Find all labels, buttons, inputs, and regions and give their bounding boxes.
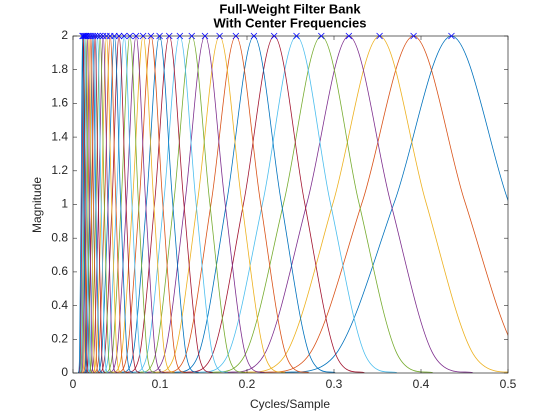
filter-curve <box>91 36 122 373</box>
y-tick-label: 1.2 <box>51 163 68 177</box>
center-frequency-marker <box>410 32 417 40</box>
filter-curve <box>138 36 246 373</box>
filter-curve <box>111 36 176 373</box>
chart-title: Full-Weight Filter Bank <box>219 1 361 16</box>
center-frequency-marker <box>448 32 455 40</box>
center-frequency-marker <box>132 32 140 40</box>
chart-subtitle: With Center Frequencies <box>213 15 366 30</box>
filter-curve <box>81 36 97 373</box>
filter-curve <box>120 36 199 373</box>
filter-curve <box>281 36 508 373</box>
y-tick-label: 0.4 <box>51 298 68 312</box>
y-axis-label: Magnitude <box>30 177 44 233</box>
y-tick-label: 0.6 <box>51 264 68 278</box>
filter-curve <box>80 36 95 373</box>
center-frequency-marker <box>80 32 87 40</box>
center-frequency-marker <box>139 32 147 40</box>
x-tick-label: 0 <box>70 377 77 391</box>
x-tick-label: 0.2 <box>239 377 256 391</box>
center-frequency-marker <box>120 32 128 40</box>
filter-curve <box>183 36 365 373</box>
filter-curve <box>195 36 398 373</box>
y-tick-label: 0.8 <box>51 230 68 244</box>
center-frequency-marker <box>147 32 155 40</box>
filter-curve <box>115 36 187 373</box>
filter-curve <box>103 36 156 373</box>
x-tick-label: 0.4 <box>413 377 430 391</box>
center-frequency-marker <box>270 32 278 40</box>
filter-curve <box>95 36 134 373</box>
center-frequency-marker <box>126 32 134 40</box>
center-frequency-marker <box>188 32 196 40</box>
filter-curve <box>97 36 141 373</box>
x-tick-label: 0.5 <box>500 377 517 391</box>
filter-curve <box>125 36 213 373</box>
filter-curve <box>93 36 128 373</box>
filter-curve <box>83 36 103 373</box>
filter-curve <box>79 36 91 373</box>
center-frequency-marker <box>87 32 95 40</box>
center-frequency-marker <box>103 32 110 40</box>
filter-curve <box>77 36 88 373</box>
y-tick-label: 1.4 <box>51 129 68 143</box>
center-frequency-marker <box>156 32 163 40</box>
filter-curve <box>241 36 508 373</box>
y-tick-label: 1 <box>61 197 68 211</box>
center-frequency-marker <box>165 32 173 40</box>
center-frequency-marker <box>176 32 184 40</box>
filter-curve <box>224 36 474 373</box>
curves <box>77 36 508 373</box>
y-tick-label: 1.8 <box>51 62 68 76</box>
filter-curve <box>84 36 106 373</box>
filter-curve <box>79 36 93 373</box>
x-axis-label: Cycles/Sample <box>250 397 330 411</box>
x-tick-label: 0.1 <box>152 377 169 391</box>
center-frequency-marker <box>345 32 353 40</box>
center-frequency-marker <box>96 32 104 40</box>
filter-curve <box>87 36 113 373</box>
filter-curve <box>172 36 336 373</box>
filter-curve <box>82 36 100 373</box>
center-frequency-marker <box>201 32 209 40</box>
y-tick-label: 1.6 <box>51 96 68 110</box>
center-frequency-marker <box>99 32 107 40</box>
filter-curve <box>131 36 229 373</box>
center-frequency-marker <box>232 32 240 40</box>
y-tick-label: 2 <box>61 28 68 42</box>
center-frequency-marker <box>293 32 300 40</box>
filter-curve <box>100 36 148 373</box>
center-frequency-marker <box>115 32 123 40</box>
center-frequency-marker <box>216 32 223 40</box>
center-frequency-marker <box>376 32 383 40</box>
y-tick-label: 0 <box>61 365 68 379</box>
filter-curve <box>89 36 118 373</box>
filter-curve <box>107 36 165 373</box>
center-frequency-marker <box>81 32 89 40</box>
center-frequency-marker <box>79 32 86 40</box>
filter-curve <box>153 36 286 373</box>
filter-curve <box>145 36 265 373</box>
center-frequency-marker <box>318 32 325 40</box>
center-frequency-marker <box>94 32 101 40</box>
filter-curve <box>78 36 89 373</box>
center-frequency-marker <box>250 32 258 40</box>
filter-curve <box>162 36 310 373</box>
y-tick-label: 0.2 <box>51 331 68 345</box>
filter-curve <box>209 36 434 373</box>
x-tick-label: 0.3 <box>326 377 343 391</box>
filter-curve <box>86 36 109 373</box>
